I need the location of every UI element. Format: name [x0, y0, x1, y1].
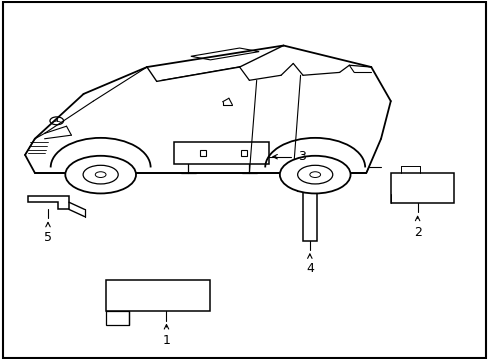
- Ellipse shape: [309, 172, 320, 177]
- Text: 4: 4: [305, 262, 313, 275]
- Text: 5: 5: [44, 231, 52, 244]
- Text: 2: 2: [413, 226, 421, 239]
- Text: 3: 3: [298, 150, 305, 163]
- Ellipse shape: [65, 156, 136, 193]
- Ellipse shape: [95, 172, 106, 177]
- Ellipse shape: [279, 156, 350, 193]
- Text: 1: 1: [162, 334, 170, 347]
